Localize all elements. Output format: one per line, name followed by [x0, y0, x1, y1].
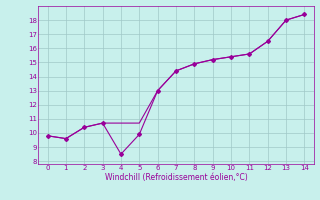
X-axis label: Windchill (Refroidissement éolien,°C): Windchill (Refroidissement éolien,°C) — [105, 173, 247, 182]
